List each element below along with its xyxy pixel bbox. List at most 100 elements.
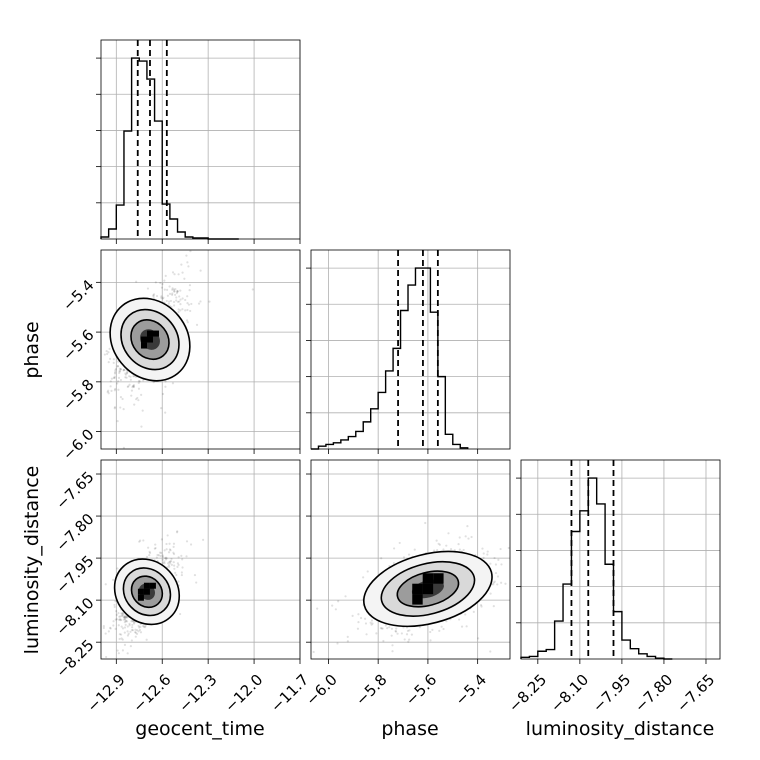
sample-point (457, 666, 459, 668)
geocent_time-x-tick-label: −12.0 (221, 671, 266, 716)
sample-point (116, 649, 119, 652)
sample-point (129, 378, 132, 381)
sample-point (124, 619, 127, 622)
sample-point (413, 548, 416, 551)
sample-point (405, 633, 409, 636)
sample-point (120, 618, 123, 622)
sample-point (126, 625, 129, 628)
sample-point (202, 538, 205, 541)
sample-point (500, 563, 503, 566)
histogram-bin (348, 437, 355, 449)
sample-point (122, 368, 126, 372)
sample-point (162, 296, 165, 299)
sample-point (183, 277, 186, 280)
phase-x-tick-label: −5.6 (402, 671, 440, 709)
sample-point (168, 542, 171, 545)
sample-point (189, 250, 192, 253)
sample-point (138, 626, 141, 629)
sample-point (127, 632, 130, 635)
sample-point (504, 582, 507, 585)
y-axis-label-luminosity-distance: luminosity_distance (21, 466, 43, 655)
sample-point (113, 372, 117, 375)
sample-point (128, 622, 131, 625)
sample-point (136, 629, 139, 632)
sample-point (179, 289, 182, 292)
sample-point (407, 553, 411, 556)
sample-point (172, 561, 175, 564)
sample-point (120, 614, 124, 617)
joint-content (102, 530, 205, 659)
sample-point (125, 372, 129, 375)
sample-point (149, 464, 151, 466)
sample-point (197, 302, 201, 305)
sample-point (161, 558, 164, 561)
sample-point (137, 624, 140, 628)
sample-point (174, 287, 177, 291)
sample-point (113, 376, 116, 380)
sample-point (118, 370, 121, 373)
phase-y-tick-label: −5.6 (59, 326, 97, 364)
sample-point (177, 273, 180, 276)
panel-frame (100, 39, 301, 240)
sample-point (394, 630, 398, 633)
sample-point (134, 635, 137, 638)
sample-point (133, 622, 136, 625)
sample-point (122, 613, 125, 616)
sample-point (390, 634, 393, 637)
sample-point (489, 562, 492, 565)
sample-point (121, 397, 124, 401)
sample-point (400, 632, 403, 635)
sample-point (119, 396, 123, 399)
sample-point (171, 287, 174, 290)
sample-point (153, 547, 156, 550)
sample-point (363, 617, 367, 620)
sample-point (362, 576, 365, 579)
sample-point (107, 361, 110, 364)
sample-point (134, 631, 137, 634)
sample-point (406, 668, 408, 670)
sample-point (107, 389, 110, 392)
sample-point (173, 564, 176, 567)
sample-point (179, 612, 182, 616)
sample-point (121, 612, 124, 615)
sample-point (305, 605, 307, 607)
sample-point (392, 561, 396, 565)
sample-point (128, 624, 131, 627)
sample-point (442, 548, 445, 551)
sample-point (408, 629, 411, 632)
histogram-bin (139, 61, 147, 239)
histogram-bin (363, 422, 370, 449)
sample-point (128, 383, 131, 386)
sample-point (122, 369, 125, 372)
sample-point (177, 310, 180, 314)
sample-point (104, 632, 107, 635)
sample-point (119, 378, 123, 382)
sample-point (108, 357, 112, 361)
histogram-bin (415, 268, 422, 449)
sample-point (512, 565, 514, 567)
sample-point (180, 573, 183, 577)
sample-point (159, 554, 162, 558)
sample-point (181, 271, 184, 274)
sample-point (398, 541, 401, 545)
sample-point (126, 630, 129, 633)
sample-point (366, 570, 369, 573)
panel-frame (100, 459, 301, 660)
sample-point (113, 375, 116, 378)
sample-point (132, 385, 136, 389)
x-axis-label-phase: phase (381, 718, 438, 740)
sample-point (130, 639, 133, 642)
joint-panel-geocent_time-luminosity_distance: −12.9 −12.6 −12.3 −12.0 −11.7−8.25−8.10−7.95… (52, 459, 312, 716)
sample-point (396, 632, 399, 635)
sample-point (121, 638, 124, 641)
sample-point (129, 375, 132, 378)
sample-point (185, 254, 188, 257)
sample-point (124, 376, 127, 379)
sample-point (453, 549, 456, 552)
sample-point (123, 643, 127, 646)
sample-point (184, 298, 187, 302)
sample-point (177, 245, 179, 247)
sample-point (418, 626, 421, 629)
